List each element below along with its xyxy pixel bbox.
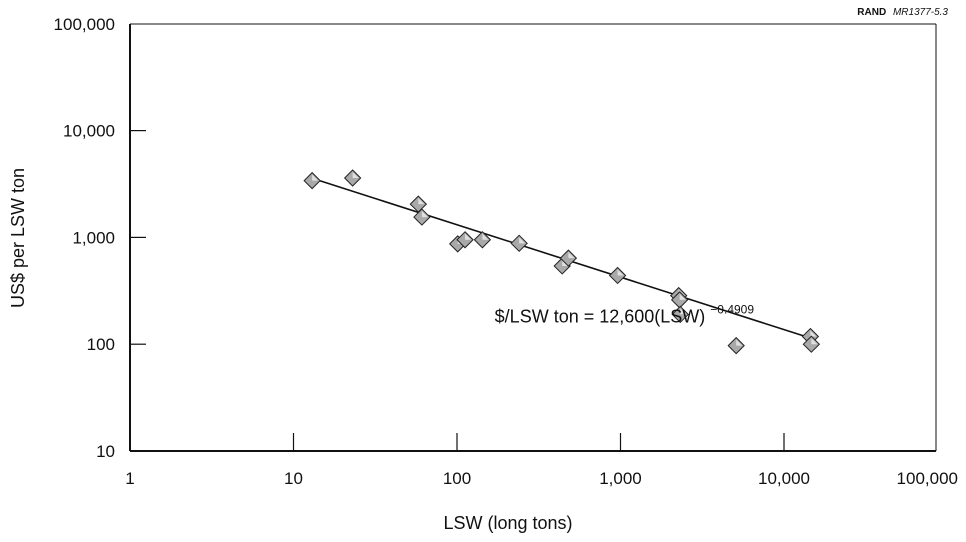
source-label: RAND MR1377-5.3 (857, 7, 948, 18)
data-point (510, 234, 528, 253)
data-points (303, 169, 821, 355)
fit-equation: $/LSW ton = 12,600(LSW) −0.4909 (495, 302, 755, 326)
plot-frame (129, 23, 937, 452)
data-point (802, 335, 821, 353)
x-tick-label: 10 (284, 469, 303, 488)
y-tick-label: 10 (96, 442, 115, 461)
x-tick-label: 1 (125, 469, 134, 488)
data-point (456, 231, 474, 249)
y-tick-label: 100,000 (54, 15, 115, 34)
data-point (413, 208, 431, 226)
x-axis-title: LSW (long tons) (443, 513, 572, 533)
fit-equation-text: $/LSW ton = 12,600(LSW) (495, 306, 706, 326)
source-label-org: RAND (857, 7, 886, 18)
data-point (671, 305, 689, 324)
fit-equation-exponent: −0.4909 (710, 302, 754, 316)
y-tick-label: 100 (87, 335, 115, 354)
x-tick-label: 100,000 (897, 469, 958, 488)
x-axis-ticks: 1 10 100 1,000 10,000 100,000 (125, 433, 958, 488)
x-tick-label: 100 (443, 469, 471, 488)
data-point (473, 231, 492, 249)
y-tick-label: 10,000 (63, 122, 115, 141)
data-point (727, 336, 745, 355)
data-point (409, 195, 428, 213)
data-point (608, 266, 627, 285)
source-label-id: MR1377-5.3 (893, 7, 948, 18)
y-tick-label: 1,000 (72, 228, 115, 247)
data-point (343, 169, 362, 187)
data-point (559, 249, 578, 267)
y-axis-ticks: 10 100 1,000 10,000 100,000 (54, 15, 146, 461)
x-tick-label: 1,000 (599, 469, 642, 488)
data-point (303, 171, 321, 190)
y-axis-title: US$ per LSW ton (8, 168, 28, 308)
data-point (670, 291, 689, 309)
x-tick-label: 10,000 (758, 469, 810, 488)
